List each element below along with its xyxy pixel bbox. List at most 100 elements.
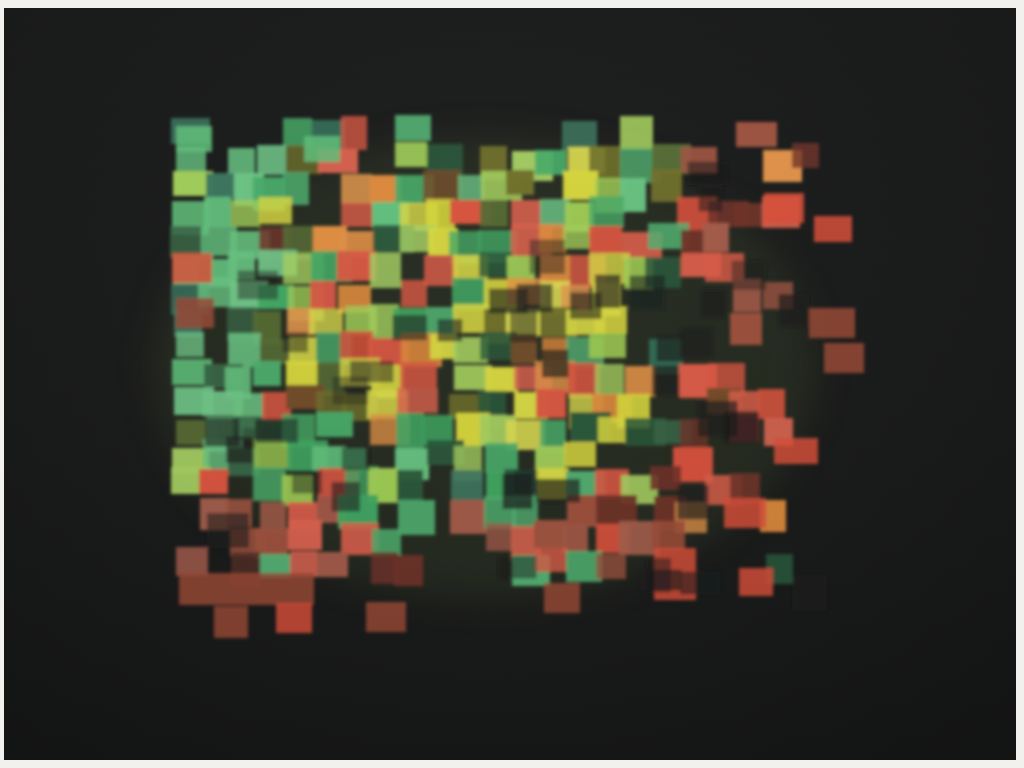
mosaic-tile [397, 388, 438, 413]
mosaic-tile [397, 470, 423, 502]
mosaic-tile [596, 554, 626, 579]
mosaic-tile [179, 573, 314, 605]
mosaic-tile [774, 438, 818, 464]
mosaic-shadow-tile [594, 274, 621, 308]
mosaic-tile [253, 361, 281, 386]
mosaic-tile [176, 298, 214, 328]
mosaic-tile [739, 568, 773, 596]
mosaic-tile [730, 313, 762, 345]
mosaic-tile [625, 366, 655, 397]
pixel-mosaic-artwork [154, 115, 864, 638]
mosaic-tile [736, 122, 777, 147]
mosaic-shadow-tile [541, 349, 569, 378]
mosaic-shadow-tile [331, 481, 361, 512]
mosaic-tile [316, 412, 353, 437]
mosaic-shadow-tile [502, 473, 533, 509]
mosaic-shadow-tile [207, 512, 249, 548]
mosaic-tile [228, 148, 255, 176]
mosaic-shadow-tile [437, 318, 463, 342]
mosaic-shadow-tile [680, 571, 721, 595]
mosaic-tile [536, 389, 566, 418]
mosaic-tile [340, 331, 373, 361]
mosaic-tile [199, 469, 228, 494]
mosaic-tile [564, 442, 596, 467]
mosaic-tile [598, 417, 626, 443]
mosaic-tile [304, 136, 340, 162]
mosaic-tile [544, 583, 580, 613]
mosaic-tile [400, 362, 437, 388]
mosaic-shadow-tile [282, 332, 309, 353]
mosaic-shadow-tile [392, 314, 428, 341]
mosaic-shadow-tile [255, 418, 298, 443]
mosaic-shadow-tile [698, 186, 723, 212]
mosaic-tile [371, 552, 398, 584]
mosaic-tiles [170, 115, 864, 638]
mosaic-tile [204, 197, 231, 227]
mosaic-shadow-tile [677, 484, 709, 520]
mosaic-tile [650, 466, 681, 490]
mosaic-tile [563, 171, 598, 200]
mosaic-tile [253, 467, 286, 501]
mosaic-tile [485, 443, 518, 473]
mosaic-tile [288, 520, 322, 550]
mosaic-shadow-tile [529, 239, 565, 275]
mosaic-tile [290, 551, 317, 577]
mosaic-tile [562, 121, 597, 150]
mosaic-tile [451, 470, 483, 500]
mosaic-tile [589, 333, 626, 358]
mosaic-tile [341, 203, 377, 227]
mosaic-tile [589, 226, 622, 254]
mosaic-tile [310, 281, 336, 309]
mosaic-shadow-tile [700, 288, 727, 319]
mosaic-tile [480, 200, 508, 227]
mosaic-tile [535, 548, 568, 572]
mosaic-tile [758, 389, 785, 419]
mosaic-shadow-tile [629, 275, 666, 310]
mosaic-tile [724, 498, 766, 528]
mosaic-tile [176, 332, 204, 357]
mosaic-tile [563, 225, 592, 249]
mosaic-tile [427, 144, 463, 174]
mosaic-tile [568, 363, 600, 398]
mosaic-tile [254, 440, 291, 469]
mosaic-tile [372, 529, 401, 556]
mosaic-tile [479, 252, 512, 277]
mosaic-tile [317, 552, 348, 577]
mosaic-tile [214, 606, 248, 638]
mosaic-tile [651, 169, 682, 202]
mosaic-tile [595, 364, 624, 395]
mosaic-shadow-tile [536, 479, 581, 503]
mosaic-tile [450, 500, 487, 534]
mosaic-tile [176, 547, 208, 576]
mosaic-tile [309, 309, 343, 334]
mosaic-tile [286, 361, 318, 387]
mosaic-tile [534, 520, 567, 548]
mosaic-tile [394, 555, 423, 586]
mosaic-tile [824, 343, 864, 373]
mosaic-tile [170, 226, 202, 258]
mosaic-shadow-tile [341, 446, 370, 471]
mosaic-tile [231, 200, 260, 227]
mosaic-tile [257, 145, 286, 175]
mosaic-shadow-tile [656, 335, 683, 362]
mosaic-tile [511, 200, 541, 228]
mosaic-tile [485, 367, 518, 392]
mosaic-tile [341, 116, 367, 150]
mosaic-shadow-tile [510, 310, 538, 343]
mosaic-tile [396, 413, 424, 448]
mosaic-shadow-tile [497, 556, 537, 579]
mosaic-shadow-tile [292, 470, 322, 494]
mosaic-shadow-tile [792, 575, 827, 611]
mosaic-shadow-tile [731, 260, 767, 290]
mosaic-tile [395, 115, 431, 141]
mosaic-tile [764, 193, 804, 223]
mosaic-shadow-tile [680, 327, 714, 359]
mosaic-tile [370, 253, 401, 288]
mosaic-tile [703, 223, 729, 252]
mosaic-tile [652, 521, 685, 550]
mosaic-tile [398, 500, 435, 535]
photo-frame [4, 8, 1016, 760]
mosaic-tile [809, 308, 855, 338]
mosaic-tile [276, 603, 312, 633]
mosaic-tile [341, 174, 372, 204]
